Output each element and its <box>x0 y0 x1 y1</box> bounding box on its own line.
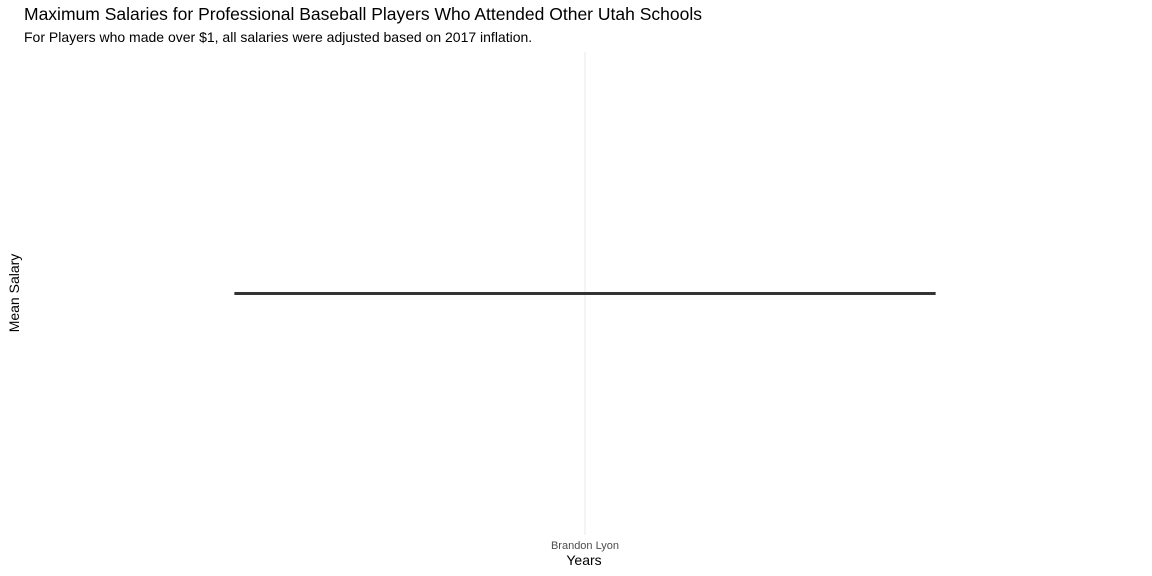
chart-subtitle: For Players who made over $1, all salari… <box>24 29 533 45</box>
x-axis-label: Years <box>566 552 602 568</box>
x-tick-label: Brandon Lyon <box>551 540 619 552</box>
chart-title: Maximum Salaries for Professional Baseba… <box>24 4 702 24</box>
